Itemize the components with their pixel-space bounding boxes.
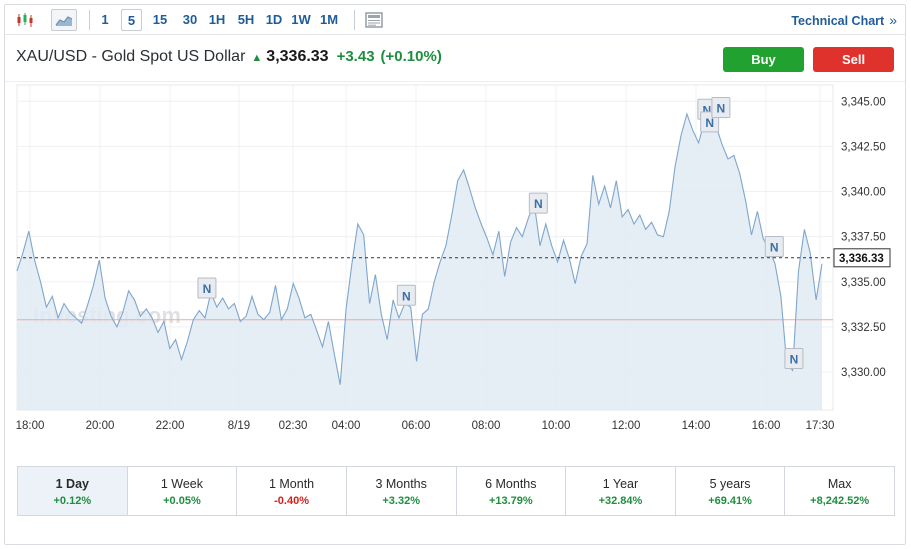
period-tab-5-years[interactable]: 5 years +69.41%	[675, 467, 786, 515]
news-marker	[396, 284, 416, 306]
quote-header: XAU/USD - Gold Spot US Dollar ▲ 3,336.33…	[5, 36, 905, 82]
sell-button[interactable]: Sell	[813, 47, 894, 72]
y-tick-label: 3,337.50	[841, 232, 886, 244]
period-change: +0.12%	[53, 495, 92, 507]
y-tick-label: 3,335.00	[841, 277, 886, 289]
period-change: +13.79%	[488, 495, 533, 507]
timeframe-5[interactable]: 5	[121, 9, 142, 31]
candlestick-icon[interactable]	[13, 9, 37, 31]
period-change: +32.84%	[598, 495, 643, 507]
news-marker-label: N	[703, 103, 712, 117]
y-tick-label: 3,330.00	[841, 367, 886, 379]
period-change: +3.32%	[382, 495, 420, 507]
news-marker	[197, 277, 217, 299]
news-marker-label: N	[402, 289, 411, 303]
period-tab-1-year[interactable]: 1 Year +32.84%	[566, 467, 676, 515]
toolbar-divider	[354, 10, 355, 30]
period-tab-max[interactable]: Max +8,242.52%	[785, 467, 894, 515]
technical-chart-link[interactable]: Technical Chart »	[791, 9, 897, 32]
timeframe-1[interactable]: 1	[101, 12, 109, 27]
period-tab-1-week[interactable]: 1 Week +0.05%	[127, 467, 238, 515]
last-price: 3,336.33	[266, 48, 329, 65]
period-label: 1 Year	[602, 477, 639, 491]
timeframe-15[interactable]: 15	[152, 12, 168, 27]
x-tick-label: 20:00	[86, 420, 115, 432]
price-chart[interactable]: Investing.com3,345.003,342.503,340.003,3…	[5, 5, 905, 445]
x-tick-label: 17:30	[806, 420, 835, 432]
toolbar-divider	[89, 10, 90, 30]
x-tick-label: 10:00	[542, 420, 571, 432]
period-selector: 1 Day +0.12% 1 Week +0.05% 1 Month -0.40% 3 Mo…	[17, 466, 895, 516]
timeframe-5h[interactable]: 5H	[237, 12, 255, 27]
x-tick-label: 12:00	[612, 420, 641, 432]
period-label: 3 Months	[375, 477, 427, 491]
chart-widget: 1 5 15 30 1H 5H 1D 1W 1M Technical Chart » XAU/US…	[4, 4, 906, 545]
area-chart-icon[interactable]	[51, 9, 77, 31]
timeframe-1d[interactable]: 1D	[265, 12, 283, 27]
period-tab-6-months[interactable]: 6 Months +13.79%	[456, 467, 567, 515]
period-label: 5 years	[709, 477, 751, 491]
period-label: Max	[827, 477, 852, 491]
period-tab-1-day[interactable]: 1 Day +0.12%	[18, 467, 128, 515]
period-change: +8,242.52%	[810, 495, 870, 507]
period-label: 1 Month	[268, 477, 315, 491]
x-tick-label: 14:00	[682, 420, 711, 432]
timeframe-30[interactable]: 30	[182, 12, 198, 27]
news-marker-label: N	[790, 352, 799, 366]
x-tick-label: 08:00	[472, 420, 501, 432]
instrument-name: XAU/USD - Gold Spot US Dollar	[16, 48, 246, 65]
timeframe-1h[interactable]: 1H	[208, 12, 226, 27]
chevron-right-icon: »	[889, 12, 897, 28]
technical-chart-label: Technical Chart	[791, 14, 885, 28]
price-change-percent: (+0.10%)	[380, 48, 442, 65]
news-marker-label: N	[705, 116, 714, 130]
period-change: +69.41%	[708, 495, 752, 507]
news-marker	[528, 192, 548, 214]
x-tick-label: 22:00	[156, 420, 185, 432]
x-tick-label: 04:00	[332, 420, 361, 432]
buy-button[interactable]: Buy	[723, 47, 804, 72]
quote-summary: XAU/USD - Gold Spot US Dollar ▲ 3,336.33…	[16, 48, 442, 66]
news-marker	[784, 347, 804, 369]
news-marker-label: N	[770, 241, 779, 255]
chart-toolbar: 1 5 15 30 1H 5H 1D 1W 1M Technical Chart »	[5, 5, 905, 35]
price-area-fill	[17, 108, 822, 410]
period-tab-1-month[interactable]: 1 Month -0.40%	[237, 467, 347, 515]
y-tick-label: 3,340.00	[841, 187, 886, 199]
timeframe-1w[interactable]: 1W	[291, 12, 311, 27]
news-marker-label: N	[534, 197, 543, 211]
period-label: 1 Week	[160, 477, 204, 491]
x-tick-label: 8/19	[228, 420, 250, 432]
last-price-box	[833, 248, 891, 268]
timeframe-1m[interactable]: 1M	[319, 12, 339, 27]
y-tick-label: 3,332.50	[841, 322, 886, 334]
period-tab-3-months[interactable]: 3 Months +3.32%	[346, 467, 457, 515]
news-marker-label: N	[203, 282, 212, 296]
price-line	[16, 107, 823, 385]
x-tick-label: 18:00	[16, 420, 45, 432]
y-tick-label: 3,342.50	[841, 141, 886, 153]
period-label: 1 Day	[55, 477, 89, 491]
period-label: 6 Months	[485, 477, 537, 491]
last-price-label: 3,336.33	[839, 253, 884, 265]
x-tick-label: 02:30	[279, 420, 308, 432]
news-marker	[711, 96, 731, 118]
y-tick-label: 3,345.00	[841, 96, 886, 108]
x-tick-label: 06:00	[402, 420, 431, 432]
period-change: -0.40%	[274, 495, 309, 507]
news-toggle-icon[interactable]	[362, 9, 386, 31]
x-tick-label: 16:00	[752, 420, 781, 432]
news-marker	[764, 236, 784, 257]
up-arrow-icon: ▲	[251, 52, 263, 64]
news-marker-label: N	[717, 101, 726, 115]
price-change: +3.43	[336, 48, 375, 65]
period-change: +0.05%	[163, 495, 201, 507]
